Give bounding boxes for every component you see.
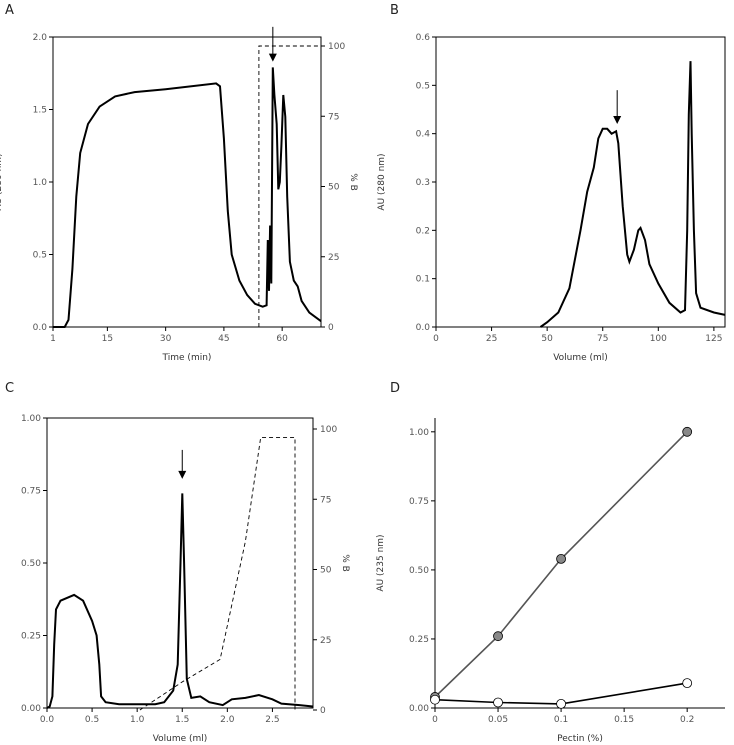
plot-frame (435, 36, 726, 328)
x-tick-label: 2.5 (265, 715, 279, 725)
y2-axis-label: % B (340, 554, 350, 572)
y-tick-label: 0.5 (33, 251, 47, 261)
x-tick-label: 1.0 (130, 715, 145, 725)
y-tick-label: 0.4 (416, 130, 431, 140)
peak-arrow-head-icon (178, 470, 187, 479)
y-tick-label: 0.00 (21, 704, 41, 714)
y-tick-label: 0.0 (33, 323, 48, 333)
data-point-open (430, 694, 440, 705)
y2-tick-label: 75 (328, 112, 339, 122)
y-tick-label: 0.75 (409, 497, 429, 507)
panel-A: A 1 15 30 45 60 0.0 0.5 1.0 1.5 2.0 0 25 50 75 100 Time … (0, 3, 358, 363)
x-tick-label: 100 (650, 334, 667, 344)
x-tick-label: 0.1 (554, 715, 568, 725)
panel-B: B 0 25 50 75 100 125 0.0 0.1 0.2 0.3 0.4 0.5 0.6 Volum… (377, 3, 726, 363)
x-tick-label: 1.5 (175, 715, 189, 725)
x-tick-label: 45 (218, 334, 229, 344)
y-tick-label: 1.00 (409, 428, 429, 438)
panel-C: C 0.0 0.5 1.0 1.5 2.0 2.5 0.00 0.25 0.50 0.75 1.00 0… (5, 381, 350, 744)
y-tick-label: 0.6 (416, 33, 431, 43)
x-tick-label: 30 (160, 334, 172, 344)
y-axis-label: AU (235 nm) (376, 534, 386, 591)
y2-tick-label: 0 (328, 323, 334, 333)
series-absorbance (539, 61, 726, 328)
x-tick-label: 0 (432, 715, 438, 725)
x-tick-label: 0.0 (40, 715, 55, 725)
series-line-filled (434, 431, 688, 698)
y-tick-label: 0.25 (21, 632, 41, 642)
x-tick-label: 0.15 (614, 715, 634, 725)
y-tick-label: 0.50 (21, 559, 41, 569)
y-tick-label: 1.0 (33, 178, 48, 188)
y-tick-label: 0.75 (21, 487, 41, 497)
series--b-gradient (139, 436, 296, 711)
y-tick-label: 0.50 (409, 566, 429, 576)
y2-tick-label: 100 (328, 42, 345, 52)
x-tick-label: 60 (276, 334, 288, 344)
x-tick-label: 2.0 (220, 715, 235, 725)
y2-tick-label: 100 (320, 425, 337, 435)
data-point-filled (556, 553, 566, 564)
peak-arrow-head-icon (268, 53, 277, 62)
y2-tick-label: 75 (320, 495, 331, 505)
y-tick-label: 0.0 (416, 323, 431, 333)
y-tick-label: 2.0 (33, 33, 48, 43)
x-axis-label: Volume (ml) (553, 353, 608, 363)
y-tick-label: 0.3 (416, 178, 430, 188)
y2-tick-label: 50 (328, 183, 340, 193)
panel-label: A (5, 3, 14, 18)
data-point-filled (493, 631, 503, 642)
y2-tick-label: 25 (320, 636, 331, 646)
x-tick-label: 25 (486, 334, 497, 344)
x-tick-label: 0.05 (488, 715, 508, 725)
x-tick-label: 15 (102, 334, 113, 344)
y2-tick-label: 25 (328, 253, 339, 263)
data-point-open (556, 698, 566, 709)
panel-label: D (390, 381, 400, 396)
x-tick-label: 125 (705, 334, 722, 344)
y-tick-label: 0.5 (416, 81, 430, 91)
panel-label: C (5, 381, 14, 396)
x-tick-label: 75 (597, 334, 608, 344)
data-point-open (682, 678, 693, 689)
x-tick-label: 50 (541, 334, 553, 344)
series-line-open (434, 682, 688, 705)
x-tick-label: 0 (433, 334, 439, 344)
y-tick-label: 0.25 (409, 635, 429, 645)
data-point-open (493, 697, 503, 708)
panel-label: B (390, 3, 399, 18)
x-axis-label: Pectin (%) (557, 734, 603, 744)
y-tick-label: 0.1 (416, 275, 430, 285)
series-absorbance (46, 493, 314, 709)
series--b-gradient (258, 45, 321, 327)
y-axis-label: AU (280 nm) (377, 153, 387, 210)
y-tick-label: 0.2 (416, 226, 430, 236)
y2-tick-label: 0 (320, 706, 326, 716)
data-point-filled (682, 426, 693, 437)
y-tick-label: 1.00 (21, 414, 41, 424)
y-tick-label: 0.00 (409, 704, 429, 714)
y2-axis-label: % B (348, 173, 358, 191)
panel-D: D 0 0.05 0.1 0.15 0.2 0.00 0.25 0.50 0.75 1.00 Pect… (376, 381, 725, 744)
y-tick-label: 1.5 (33, 106, 47, 116)
x-tick-label: 1 (50, 334, 56, 344)
x-axis-label: Volume (ml) (153, 734, 208, 744)
x-axis-label: Time (min) (162, 353, 212, 363)
series-absorbance (53, 67, 322, 328)
x-tick-label: 0.5 (85, 715, 99, 725)
x-tick-label: 0.2 (680, 715, 694, 725)
y-axis-label: AU (280 nm) (0, 153, 4, 210)
y2-tick-label: 50 (320, 566, 332, 576)
peak-arrow-head-icon (613, 116, 622, 124)
